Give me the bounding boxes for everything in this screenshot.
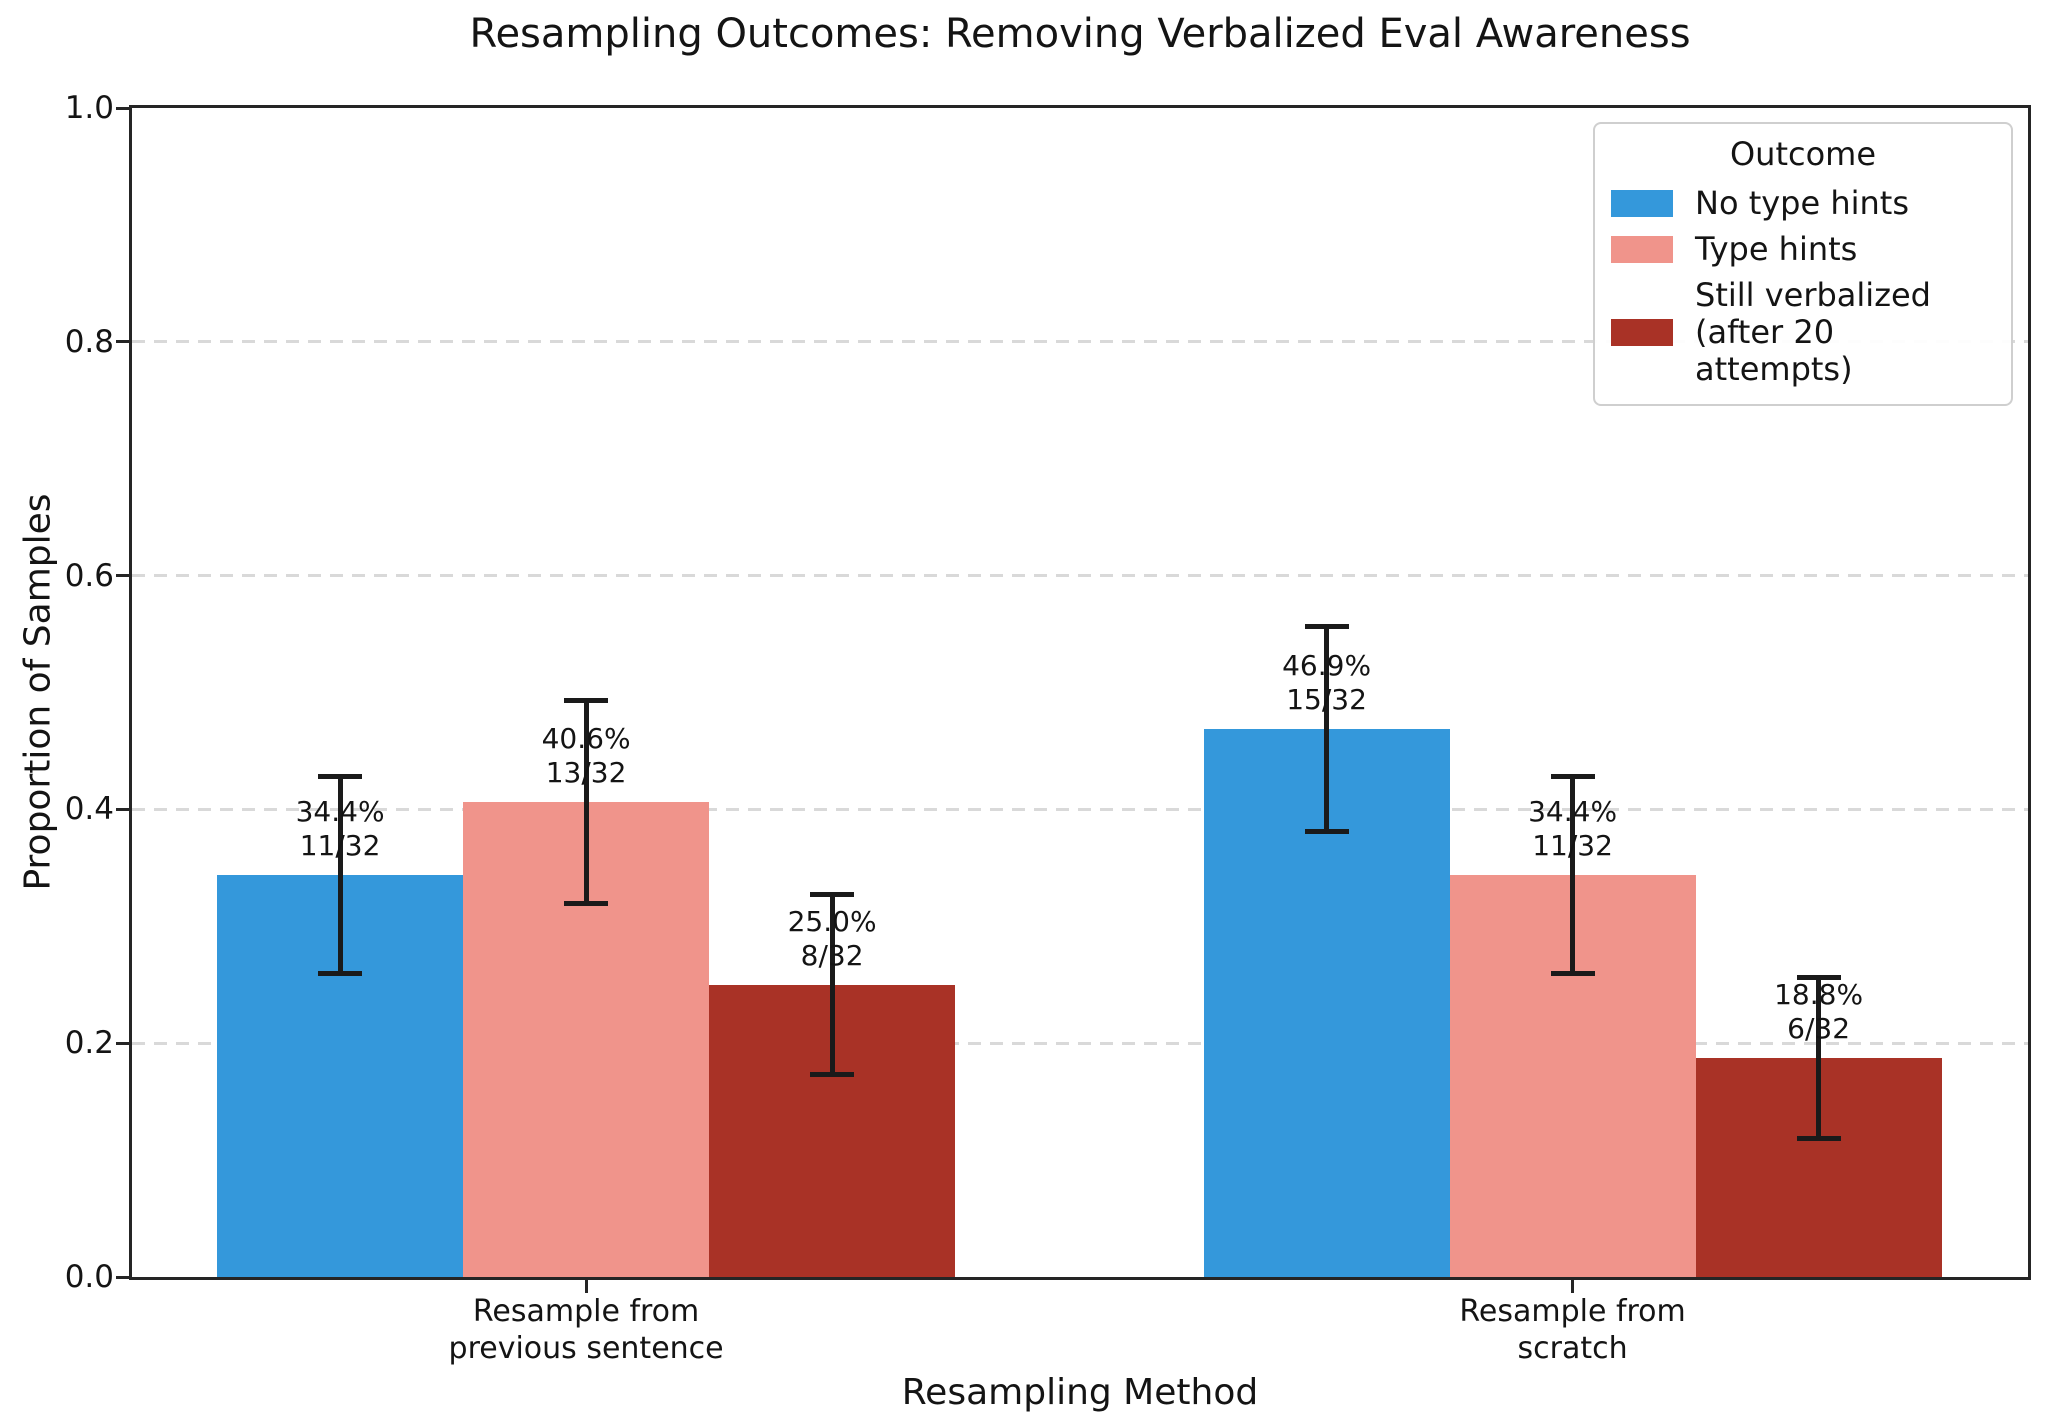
- error-bar-cap: [1550, 774, 1595, 780]
- error-bar-line: [829, 894, 835, 1075]
- legend-entry: Type hints: [1611, 231, 1995, 268]
- error-bar-cap: [1304, 829, 1349, 835]
- legend-label: No type hints: [1695, 185, 1909, 222]
- y-tick-label: 0.6: [64, 557, 114, 594]
- bar-label-fraction: 13/32: [545, 756, 627, 790]
- legend-title: Outcome: [1729, 135, 1877, 173]
- error-bar-line: [1570, 776, 1576, 974]
- y-tick-label: 0.8: [64, 323, 114, 360]
- error-bar-cap: [1304, 623, 1349, 629]
- bar-label-percent: 40.6%: [541, 722, 631, 756]
- legend-label-line: Type hints: [1695, 230, 1858, 268]
- legend-swatch: [1611, 236, 1673, 263]
- y-tick-mark: [116, 340, 129, 344]
- error-bar-cap: [1550, 970, 1595, 976]
- legend-label-line: No type hints: [1695, 184, 1910, 222]
- bar-value-label: 25.0% 8/32: [632, 905, 1032, 973]
- bar-label-percent: 46.9%: [1282, 649, 1372, 683]
- y-tick-mark: [116, 1041, 129, 1045]
- x-tick-label-line: Resample from: [472, 1294, 700, 1329]
- bar-label-fraction: 8/32: [800, 938, 864, 972]
- y-tick-label: 0.2: [64, 1025, 114, 1062]
- y-tick-label: 0.0: [64, 1259, 114, 1295]
- x-tick-label-line: scratch: [1517, 1331, 1628, 1366]
- x-tick-label: Resample from previous sentence: [286, 1293, 886, 1367]
- bar-label-percent: 34.4%: [1528, 795, 1618, 829]
- y-tick-mark: [116, 574, 129, 578]
- error-bar-cap: [318, 774, 363, 780]
- bar-value-label: 46.9% 15/32: [1127, 649, 1527, 717]
- error-bar-line: [583, 700, 589, 904]
- x-tick-label: Resample from scratch: [1273, 1293, 1873, 1367]
- legend-entry: No type hints: [1611, 185, 1995, 222]
- error-bar-line: [1816, 977, 1822, 1139]
- chart-title: Resampling Outcomes: Removing Verbalized…: [469, 11, 1691, 57]
- bar-value-label: 34.4% 11/32: [1373, 795, 1773, 863]
- x-tick-label-line: previous sentence: [448, 1331, 724, 1366]
- error-bar-cap: [318, 970, 363, 976]
- y-tick-mark: [116, 1275, 129, 1279]
- bar-label-fraction: 6/32: [1787, 1011, 1851, 1045]
- error-bar-cap: [810, 892, 855, 898]
- gridline: [132, 574, 2028, 578]
- legend-label-line: Still verbalized: [1695, 276, 1931, 314]
- error-bar-cap: [564, 697, 609, 703]
- bar-value-label: 40.6% 13/32: [386, 722, 786, 790]
- legend-label: Type hints: [1695, 231, 1857, 268]
- x-tick-label-line: Resample from: [1459, 1294, 1686, 1329]
- gridline: [132, 340, 2028, 344]
- x-tick-mark: [1571, 1280, 1575, 1293]
- y-tick-label: 1.0: [64, 90, 114, 126]
- error-bar-line: [1324, 626, 1330, 832]
- error-bar-cap: [564, 901, 609, 907]
- error-bar-line: [337, 776, 343, 974]
- y-tick-mark: [116, 807, 129, 811]
- y-axis-label: Proportion of Samples: [17, 493, 59, 891]
- y-tick-mark: [116, 106, 129, 110]
- legend-label: Still verbalized (after 20 attempts): [1695, 277, 1995, 388]
- y-tick-label: 0.4: [64, 791, 114, 828]
- legend-entry: Still verbalized (after 20 attempts): [1611, 277, 1995, 388]
- x-tick-mark: [584, 1280, 588, 1293]
- bar-value-label: 34.4% 11/32: [140, 795, 540, 863]
- bar-label-fraction: 11/32: [299, 829, 381, 863]
- bar-label-percent: 25.0%: [787, 904, 877, 938]
- bar-label-fraction: 11/32: [1532, 829, 1613, 863]
- error-bar-cap: [1796, 974, 1841, 980]
- error-bar-cap: [1796, 1135, 1841, 1141]
- legend-swatch: [1611, 319, 1673, 346]
- x-axis-label: Resampling Method: [901, 1372, 1259, 1413]
- bar-value-label: 18.8% 6/32: [1619, 978, 2019, 1046]
- bar-label-percent: 34.4%: [295, 795, 385, 829]
- legend: Outcome No type hints Type hints Still ver…: [1593, 122, 2013, 406]
- legend-swatch: [1611, 190, 1673, 217]
- plot-area: 34.4% 11/32 46.9% 15/32 40.6% 13/32 34.4% 11/32…: [116, 105, 2031, 1293]
- gridline: [132, 1041, 2028, 1045]
- legend-label-line: (after 20 attempts): [1695, 313, 1853, 388]
- error-bar-cap: [810, 1072, 855, 1078]
- gridline: [132, 807, 2028, 811]
- bar-label-percent: 18.8%: [1774, 977, 1864, 1011]
- bar-label-fraction: 15/32: [1286, 683, 1367, 717]
